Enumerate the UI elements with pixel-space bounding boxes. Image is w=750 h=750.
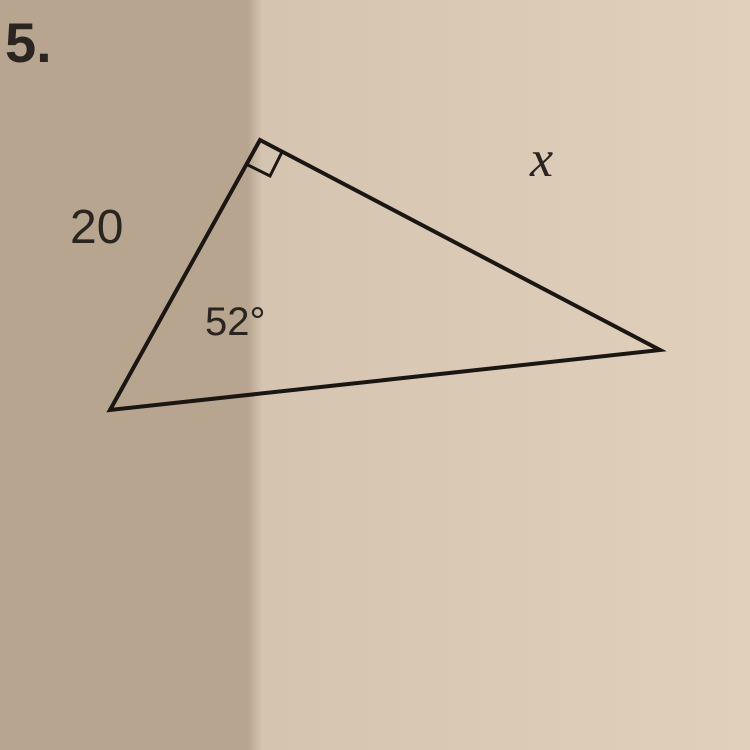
triangle-diagram [80,120,730,520]
side-label-left: 20 [70,200,123,255]
angle-label: 52° [205,300,266,345]
side-label-right: x [530,130,553,189]
triangle-shape [110,140,660,410]
problem-number: 5. [5,10,52,75]
